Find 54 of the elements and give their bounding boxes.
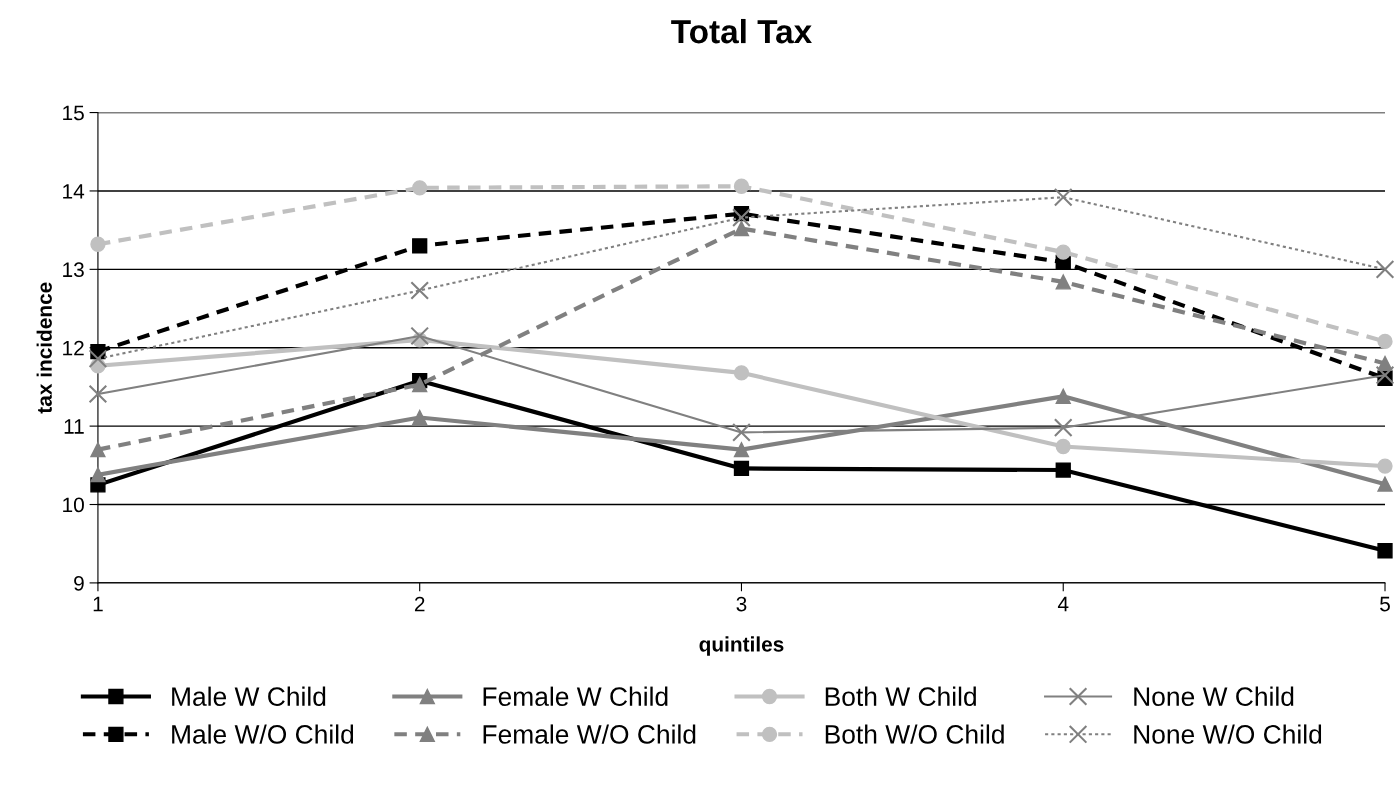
point <box>412 409 428 426</box>
y-tick-label: 13 <box>63 262 84 278</box>
legend-label: Female W/O Child <box>483 724 696 744</box>
point <box>410 281 430 300</box>
legend-label: Both W Child <box>825 686 976 706</box>
point <box>1055 388 1071 404</box>
point <box>1377 476 1393 492</box>
point <box>1055 438 1071 455</box>
point <box>732 208 751 227</box>
legend-label: Male W/O Child <box>172 724 354 744</box>
legend-label: Female W Child <box>483 686 668 706</box>
point <box>88 384 108 404</box>
point <box>412 376 428 393</box>
point <box>90 441 106 458</box>
y-tick-label: 12 <box>63 340 84 356</box>
point <box>1055 274 1071 290</box>
y-tick-label: 10 <box>63 497 84 513</box>
point <box>733 460 750 477</box>
chart-title: Total Tax <box>671 18 812 44</box>
point <box>733 365 750 381</box>
point <box>90 236 106 252</box>
x-tick-label: 5 <box>1380 596 1390 612</box>
point <box>732 423 751 442</box>
point <box>1053 187 1073 207</box>
point <box>1055 462 1071 478</box>
point <box>1375 365 1395 385</box>
x-tick-label: 4 <box>1057 596 1069 612</box>
x-tick-label: 2 <box>414 596 425 612</box>
point <box>1053 418 1073 438</box>
legend-label: Male W Child <box>172 686 326 706</box>
point <box>733 220 750 237</box>
legend-label: Both W/O Child <box>825 724 1004 744</box>
y-axis-title: tax incidence <box>36 282 52 414</box>
point <box>1377 333 1393 350</box>
legend-label: None W/O Child <box>1134 724 1322 744</box>
point <box>733 178 750 194</box>
point <box>1375 259 1395 279</box>
point <box>412 238 428 254</box>
y-tick-label: 15 <box>63 105 84 121</box>
legend-label: None W Child <box>1134 686 1294 706</box>
x-tick-label: 3 <box>736 596 747 612</box>
point <box>410 326 430 346</box>
x-axis-title: quintiles <box>699 636 784 656</box>
y-tick-label: 14 <box>63 184 85 199</box>
x-tick-label: 1 <box>93 596 103 612</box>
point <box>1377 458 1393 474</box>
point <box>90 467 106 483</box>
y-tick-label: 9 <box>74 575 84 591</box>
y-tick-label: 11 <box>64 419 84 434</box>
point <box>1377 543 1393 559</box>
point <box>412 180 428 196</box>
point <box>88 349 108 369</box>
point <box>1055 244 1071 260</box>
point <box>733 441 750 458</box>
